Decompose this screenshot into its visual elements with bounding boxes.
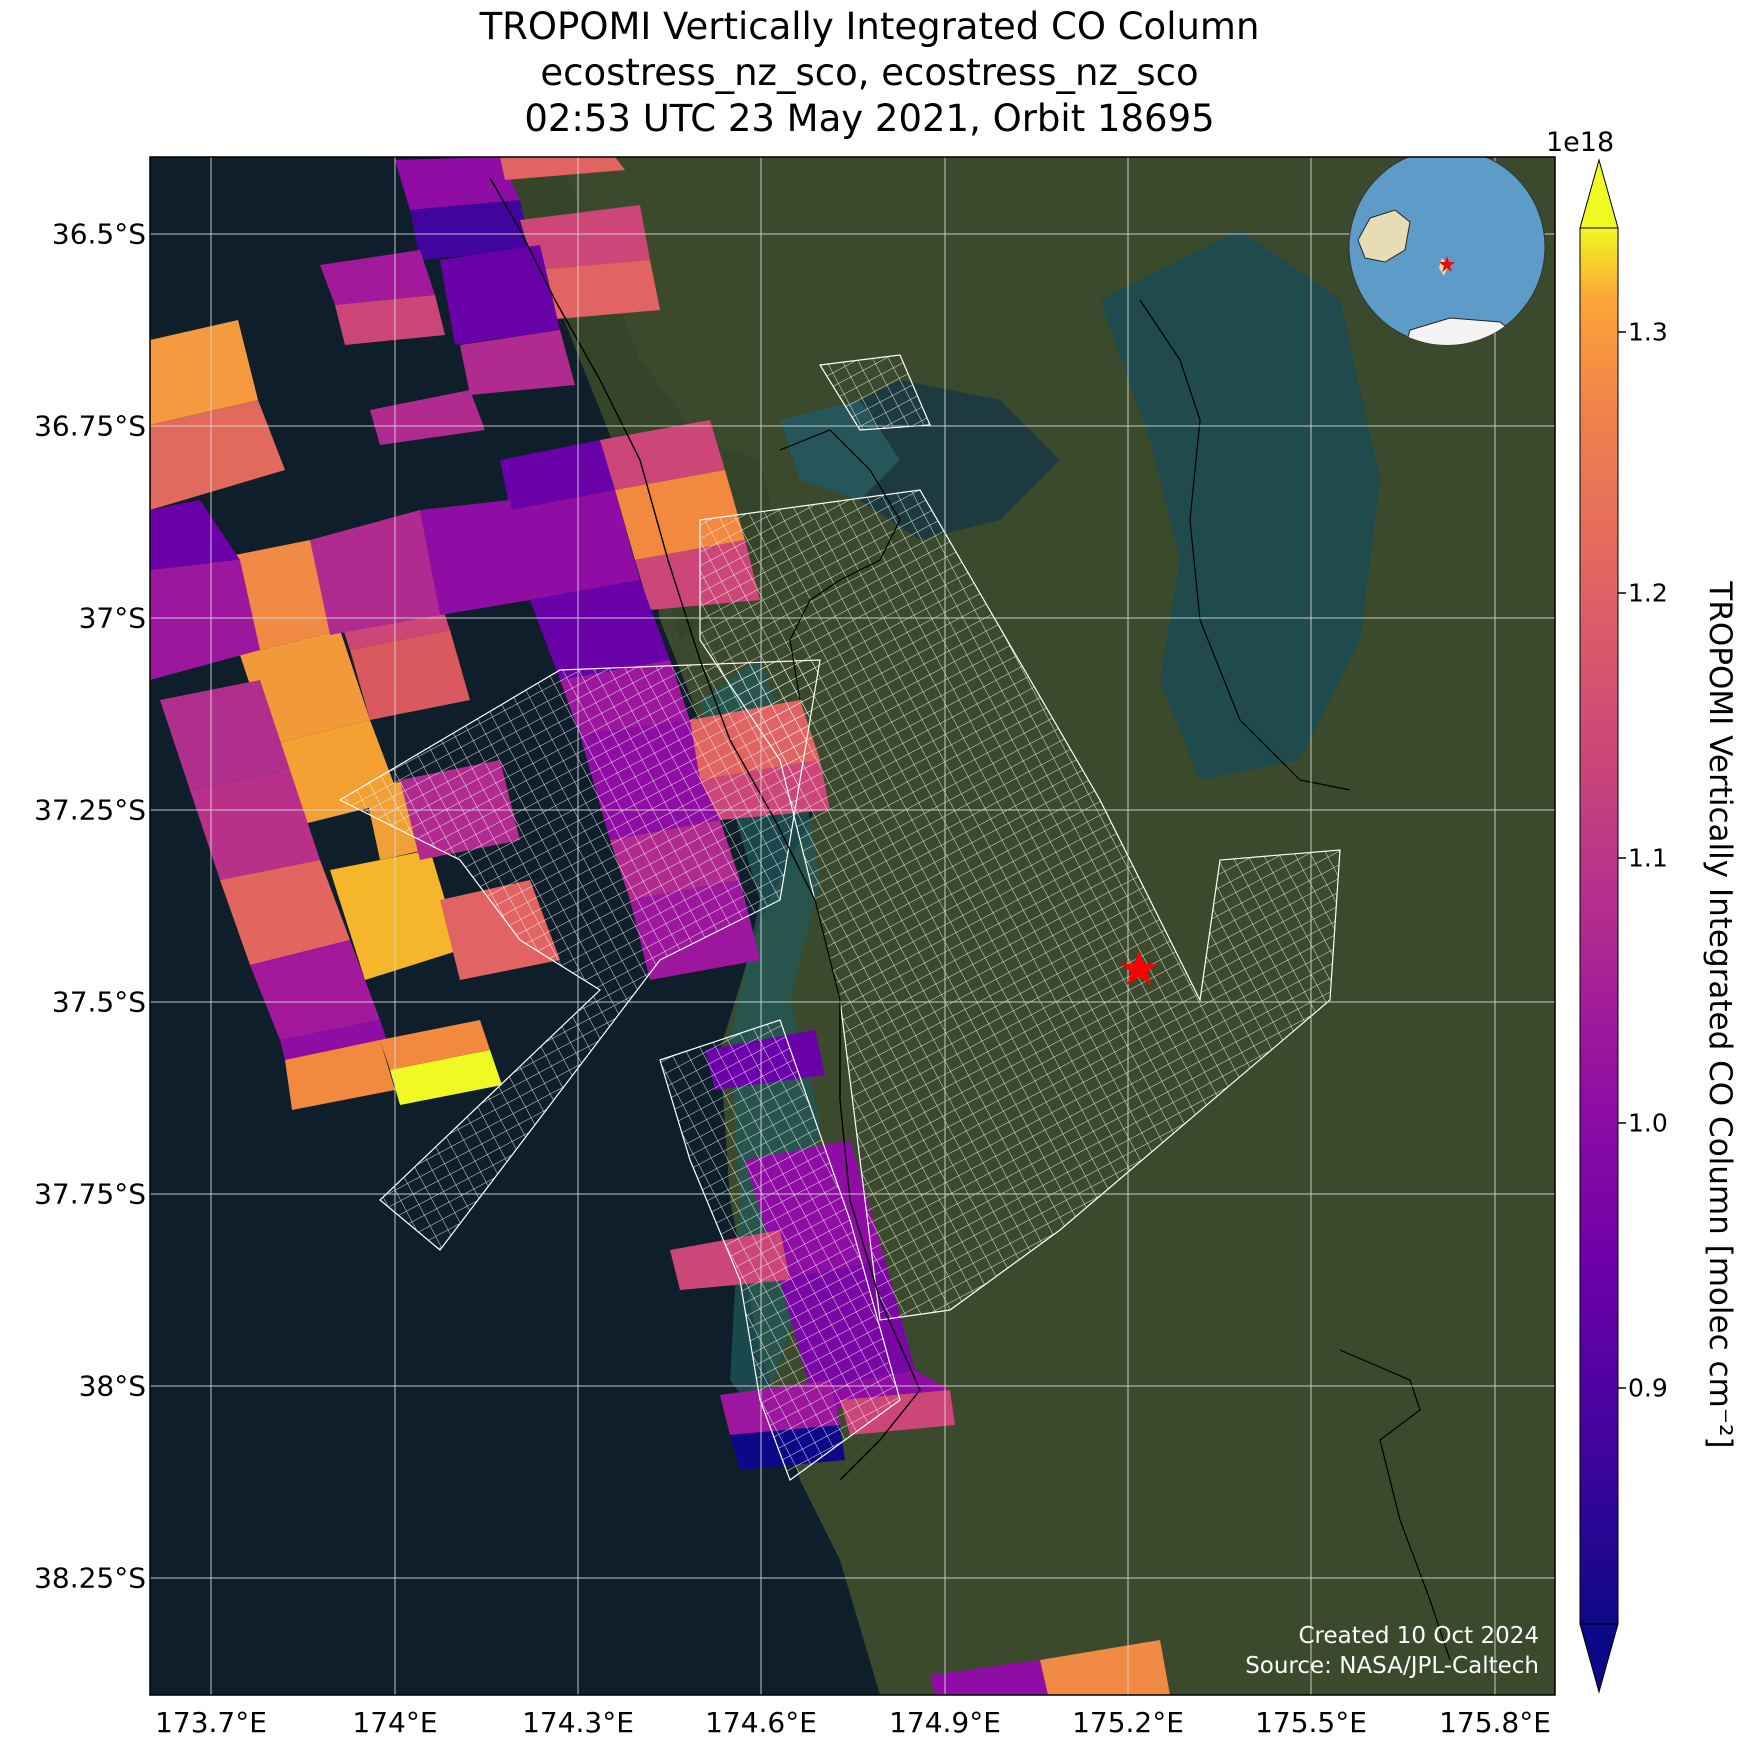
tropomi-pixel xyxy=(160,680,290,790)
title-line-2: ecostress_nz_sco, ecostress_nz_sco xyxy=(540,51,1199,94)
lat-tick-label: 37.25°S xyxy=(34,793,146,827)
source-credit: Source: NASA/JPL-Caltech xyxy=(1245,1653,1539,1679)
lon-tick-label: 174.9°E xyxy=(889,1706,1001,1739)
river xyxy=(1339,1349,1451,1661)
globe-antarctica xyxy=(1404,317,1521,345)
lat-tick-label: 36.75°S xyxy=(34,409,146,443)
lon-tick-label: 175.8°E xyxy=(1439,1706,1551,1739)
tropomi-pixel xyxy=(535,260,660,320)
lon-tick-label: 174°E xyxy=(352,1706,438,1739)
coastline xyxy=(489,177,921,1481)
tropomi-pixel xyxy=(320,250,435,305)
tropomi-pixel xyxy=(370,390,485,445)
tropomi-pixel xyxy=(350,630,470,720)
globe-australia xyxy=(1357,209,1411,263)
colorbar xyxy=(1579,158,1626,1694)
tropomi-pixel xyxy=(600,420,725,490)
tropomi-pixel xyxy=(150,500,240,570)
tropomi-pixel xyxy=(390,1050,502,1105)
coastline xyxy=(779,429,901,701)
colorbar-tick-label: 1.0 xyxy=(1628,1108,1668,1138)
lon-tick-label: 175.2°E xyxy=(1072,1706,1184,1739)
site-star-marker xyxy=(1121,951,1157,985)
tropomi-pixel xyxy=(530,580,670,680)
tropomi-pixel xyxy=(250,940,380,1040)
tropomi-pixel xyxy=(310,510,440,635)
tropomi-pixel xyxy=(420,500,530,615)
tropomi-pixel xyxy=(150,400,285,510)
tropomi-pixel xyxy=(240,630,370,745)
tropomi-pixel xyxy=(410,200,530,260)
colorbar-tick-label: 1.3 xyxy=(1628,317,1668,347)
colorbar-tick-label: 1.1 xyxy=(1628,843,1668,873)
colorbar-exponent: 1e18 xyxy=(1546,127,1615,158)
footprint-swath xyxy=(659,1019,901,1481)
lat-tick-label: 37.5°S xyxy=(51,985,146,1019)
tropomi-pixel xyxy=(150,560,260,680)
colorbar-extend-top xyxy=(1579,158,1619,229)
lat-tick-label: 37.75°S xyxy=(34,1177,146,1211)
colorbar-gradient xyxy=(1579,227,1619,1625)
tropomi-pixel xyxy=(520,205,650,270)
globe-star-marker xyxy=(1439,256,1455,272)
tropomi-pixel xyxy=(930,1660,1048,1695)
graticule xyxy=(150,157,1555,1695)
map-area xyxy=(150,157,1555,1695)
lat-tick-label: 38.25°S xyxy=(34,1561,146,1595)
tropomi-pixel xyxy=(380,1020,490,1070)
lon-tick-label: 174.6°E xyxy=(705,1706,817,1739)
tropomi-pixel xyxy=(395,157,520,210)
created-date-credit: Created 10 Oct 2024 xyxy=(1298,1623,1539,1649)
tropomi-pixel xyxy=(500,157,625,180)
coastline xyxy=(1139,299,1351,791)
footprint-swath xyxy=(338,659,821,1251)
inset-globe xyxy=(1348,157,1546,346)
lat-tick-label: 36.5°S xyxy=(51,217,146,251)
lon-tick-label: 175.5°E xyxy=(1255,1706,1367,1739)
colorbar-tick-label: 0.9 xyxy=(1628,1373,1668,1403)
tropomi-pixel xyxy=(190,770,320,880)
tropomi-pixel xyxy=(500,440,615,510)
colorbar-tick-label: 1.2 xyxy=(1628,578,1668,608)
tropomi-pixel xyxy=(335,295,445,345)
lon-tick-label: 173.7°E xyxy=(155,1706,267,1739)
title-line-1: TROPOMI Vertically Integrated CO Column xyxy=(479,5,1260,48)
tropomi-pixel xyxy=(285,1040,395,1110)
tropomi-pixel xyxy=(150,320,258,425)
footprint-grid-overlays xyxy=(338,354,1341,1481)
colorbar-label: TROPOMI Vertically Integrated CO Column … xyxy=(1702,581,1738,1449)
tropomi-pixel xyxy=(1040,1640,1170,1695)
colorbar-extend-bottom xyxy=(1579,1623,1619,1694)
tropomi-pixel xyxy=(510,490,640,600)
lat-tick-label: 38°S xyxy=(78,1369,146,1403)
gulf-water xyxy=(1100,230,1380,780)
lon-tick-label: 174.3°E xyxy=(522,1706,634,1739)
tropomi-pixel xyxy=(460,330,575,395)
tropomi-pixel xyxy=(440,245,560,345)
lat-tick-label: 37°S xyxy=(78,601,146,635)
map-frame xyxy=(149,156,1556,1696)
title-line-3: 02:53 UTC 23 May 2021, Orbit 18695 xyxy=(524,97,1215,140)
tropomi-pixel xyxy=(220,860,350,965)
footprint-swath xyxy=(819,354,931,431)
